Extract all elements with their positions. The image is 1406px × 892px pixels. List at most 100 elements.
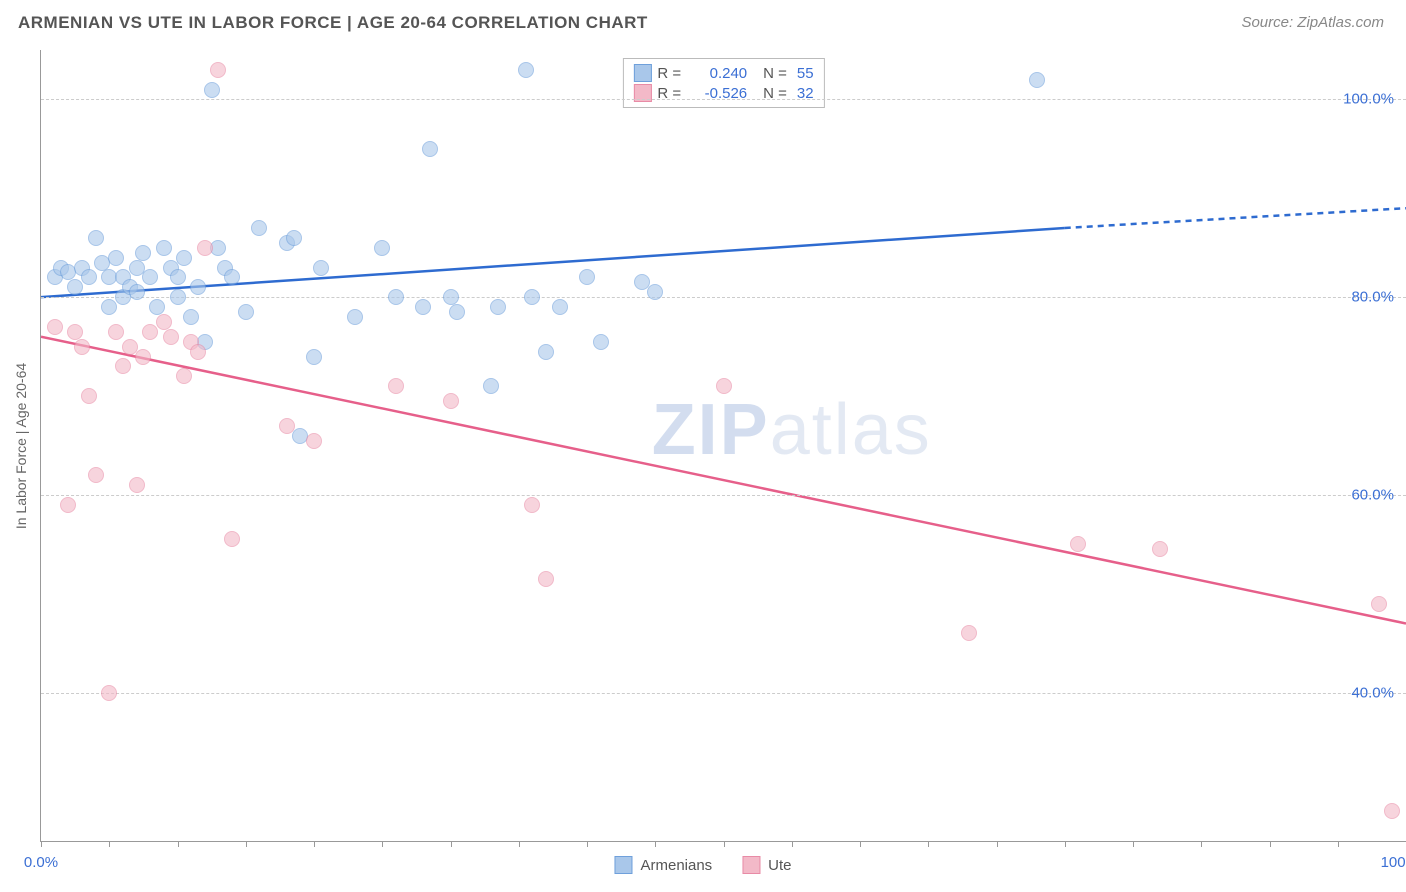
x-tick	[1065, 841, 1066, 847]
x-tick	[246, 841, 247, 847]
data-point	[593, 334, 609, 350]
r-value: 0.240	[687, 65, 747, 82]
legend-swatch	[742, 856, 760, 874]
x-tick	[860, 841, 861, 847]
data-point	[415, 299, 431, 315]
x-tick	[41, 841, 42, 847]
x-tick	[519, 841, 520, 847]
data-point	[1371, 596, 1387, 612]
trend-lines-layer	[41, 50, 1406, 841]
data-point	[129, 477, 145, 493]
gridline	[41, 297, 1406, 298]
data-point	[88, 467, 104, 483]
x-tick	[792, 841, 793, 847]
data-point	[313, 260, 329, 276]
legend-swatch	[614, 856, 632, 874]
data-point	[306, 433, 322, 449]
x-tick	[655, 841, 656, 847]
correlation-legend: R =0.240N =55R =-0.526N =32	[622, 58, 824, 108]
data-point	[210, 62, 226, 78]
data-point	[347, 309, 363, 325]
data-point	[204, 82, 220, 98]
data-point	[579, 269, 595, 285]
chart-source: Source: ZipAtlas.com	[1241, 14, 1384, 31]
data-point	[449, 304, 465, 320]
data-point	[716, 378, 732, 394]
data-point	[647, 284, 663, 300]
data-point	[1029, 72, 1045, 88]
x-tick	[724, 841, 725, 847]
data-point	[88, 230, 104, 246]
data-point	[101, 299, 117, 315]
data-point	[518, 62, 534, 78]
y-tick-label: 60.0%	[1351, 486, 1394, 503]
data-point	[374, 240, 390, 256]
x-tick-label: 0.0%	[24, 854, 58, 871]
x-tick	[178, 841, 179, 847]
data-point	[142, 269, 158, 285]
y-tick-label: 100.0%	[1343, 91, 1394, 108]
data-point	[490, 299, 506, 315]
data-point	[443, 289, 459, 305]
data-point	[156, 314, 172, 330]
data-point	[176, 368, 192, 384]
y-axis-label: In Labor Force | Age 20-64	[13, 362, 29, 528]
data-point	[108, 250, 124, 266]
data-point	[961, 625, 977, 641]
data-point	[81, 269, 97, 285]
n-label: N =	[763, 65, 787, 82]
data-point	[142, 324, 158, 340]
x-tick	[451, 841, 452, 847]
data-point	[286, 230, 302, 246]
data-point	[135, 245, 151, 261]
data-point	[224, 269, 240, 285]
n-value: 55	[797, 65, 814, 82]
data-point	[538, 344, 554, 360]
data-point	[183, 309, 199, 325]
data-point	[149, 299, 165, 315]
data-point	[190, 344, 206, 360]
legend-swatch	[633, 64, 651, 82]
data-point	[422, 141, 438, 157]
data-point	[60, 497, 76, 513]
x-tick	[587, 841, 588, 847]
series-legend: Armenians Ute	[614, 856, 791, 874]
data-point	[170, 269, 186, 285]
data-point	[170, 289, 186, 305]
data-point	[101, 685, 117, 701]
data-point	[224, 531, 240, 547]
x-tick-label: 100.0%	[1381, 854, 1406, 871]
data-point	[197, 240, 213, 256]
data-point	[81, 388, 97, 404]
data-point	[129, 284, 145, 300]
data-point	[388, 378, 404, 394]
series-legend-item: Ute	[742, 856, 791, 874]
series-name: Armenians	[640, 857, 712, 874]
y-tick-label: 40.0%	[1351, 684, 1394, 701]
gridline	[41, 495, 1406, 496]
data-point	[67, 279, 83, 295]
data-point	[483, 378, 499, 394]
data-point	[176, 250, 192, 266]
correlation-legend-row: R =0.240N =55	[633, 63, 813, 83]
x-tick	[109, 841, 110, 847]
data-point	[538, 571, 554, 587]
x-tick	[928, 841, 929, 847]
data-point	[1070, 536, 1086, 552]
chart-plot-area: In Labor Force | Age 20-64 ZIPatlas R =0…	[40, 50, 1406, 842]
data-point	[524, 289, 540, 305]
x-tick	[382, 841, 383, 847]
data-point	[210, 240, 226, 256]
watermark: ZIPatlas	[652, 389, 932, 471]
data-point	[115, 358, 131, 374]
y-tick-label: 80.0%	[1351, 289, 1394, 306]
watermark-light: atlas	[770, 390, 932, 470]
data-point	[251, 220, 267, 236]
x-tick	[314, 841, 315, 847]
gridline	[41, 99, 1406, 100]
data-point	[67, 324, 83, 340]
series-name: Ute	[768, 857, 791, 874]
data-point	[306, 349, 322, 365]
data-point	[47, 319, 63, 335]
data-point	[135, 349, 151, 365]
